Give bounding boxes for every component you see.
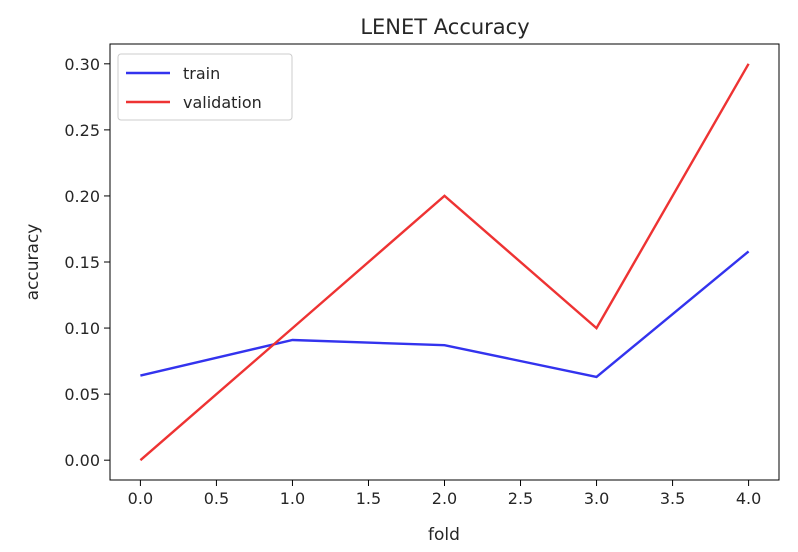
x-tick-label: 3.0	[584, 489, 609, 508]
x-tick-label: 0.5	[204, 489, 229, 508]
legend-label-train: train	[183, 64, 220, 83]
chart-title: LENET Accuracy	[360, 15, 529, 39]
x-tick-label: 2.0	[432, 489, 457, 508]
x-tick-label: 1.0	[280, 489, 305, 508]
x-axis-label: fold	[428, 525, 460, 545]
y-tick-label: 0.20	[64, 187, 100, 206]
plot-frame	[109, 43, 780, 481]
legend-box	[117, 53, 293, 121]
y-tick-label: 0.15	[64, 253, 100, 272]
legend: train validation	[117, 53, 293, 121]
y-axis-label: accuracy	[23, 224, 43, 301]
x-tick-label: 0.0	[128, 489, 153, 508]
x-tick-label: 2.5	[508, 489, 533, 508]
y-tick-label: 0.10	[64, 319, 100, 338]
y-tick-label: 0.30	[64, 55, 100, 74]
x-tick-label: 4.0	[736, 489, 761, 508]
x-tick-label: 3.5	[660, 489, 685, 508]
legend-label-validation: validation	[183, 93, 262, 112]
y-tick-label: 0.00	[64, 451, 100, 470]
y-tick-label: 0.05	[64, 385, 100, 404]
series-line-validation	[139, 63, 750, 462]
y-tick-label: 0.25	[64, 121, 100, 140]
series-line-train	[140, 250, 750, 379]
x-tick-label: 1.5	[356, 489, 381, 508]
